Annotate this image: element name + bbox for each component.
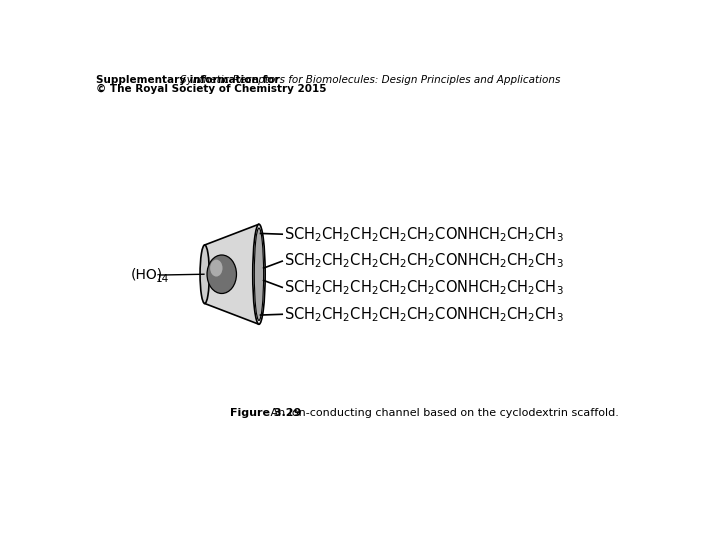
Text: 14: 14 [156, 274, 169, 284]
Text: Supplementary information for: Supplementary information for [96, 75, 284, 85]
Text: Synthetic Receptors for Biomolecules: Design Principles and Applications: Synthetic Receptors for Biomolecules: De… [180, 75, 560, 85]
Text: (HO): (HO) [130, 267, 163, 281]
Text: © The Royal Society of Chemistry 2015: © The Royal Society of Chemistry 2015 [96, 84, 327, 94]
Text: Figure 3.29: Figure 3.29 [230, 408, 301, 418]
Text: An ion-conducting channel based on the cyclodextrin scaffold.: An ion-conducting channel based on the c… [266, 408, 618, 418]
Ellipse shape [253, 224, 265, 325]
Text: $\mathregular{SCH_2CH_2CH_2CH_2CH_2CONHCH_2CH_2CH_3}$: $\mathregular{SCH_2CH_2CH_2CH_2CH_2CONHC… [284, 278, 564, 296]
Ellipse shape [200, 245, 210, 303]
Ellipse shape [254, 228, 264, 320]
Ellipse shape [207, 255, 236, 294]
Text: $\mathregular{SCH_2CH_2CH_2CH_2CH_2CONHCH_2CH_2CH_3}$: $\mathregular{SCH_2CH_2CH_2CH_2CH_2CONHC… [284, 252, 564, 271]
Ellipse shape [210, 260, 222, 276]
Text: $\mathregular{SCH_2CH_2CH_2CH_2CH_2CONHCH_2CH_2CH_3}$: $\mathregular{SCH_2CH_2CH_2CH_2CH_2CONHC… [284, 225, 564, 244]
Polygon shape [204, 224, 259, 325]
Text: $\mathregular{SCH_2CH_2CH_2CH_2CH_2CONHCH_2CH_2CH_3}$: $\mathregular{SCH_2CH_2CH_2CH_2CH_2CONHC… [284, 305, 564, 323]
